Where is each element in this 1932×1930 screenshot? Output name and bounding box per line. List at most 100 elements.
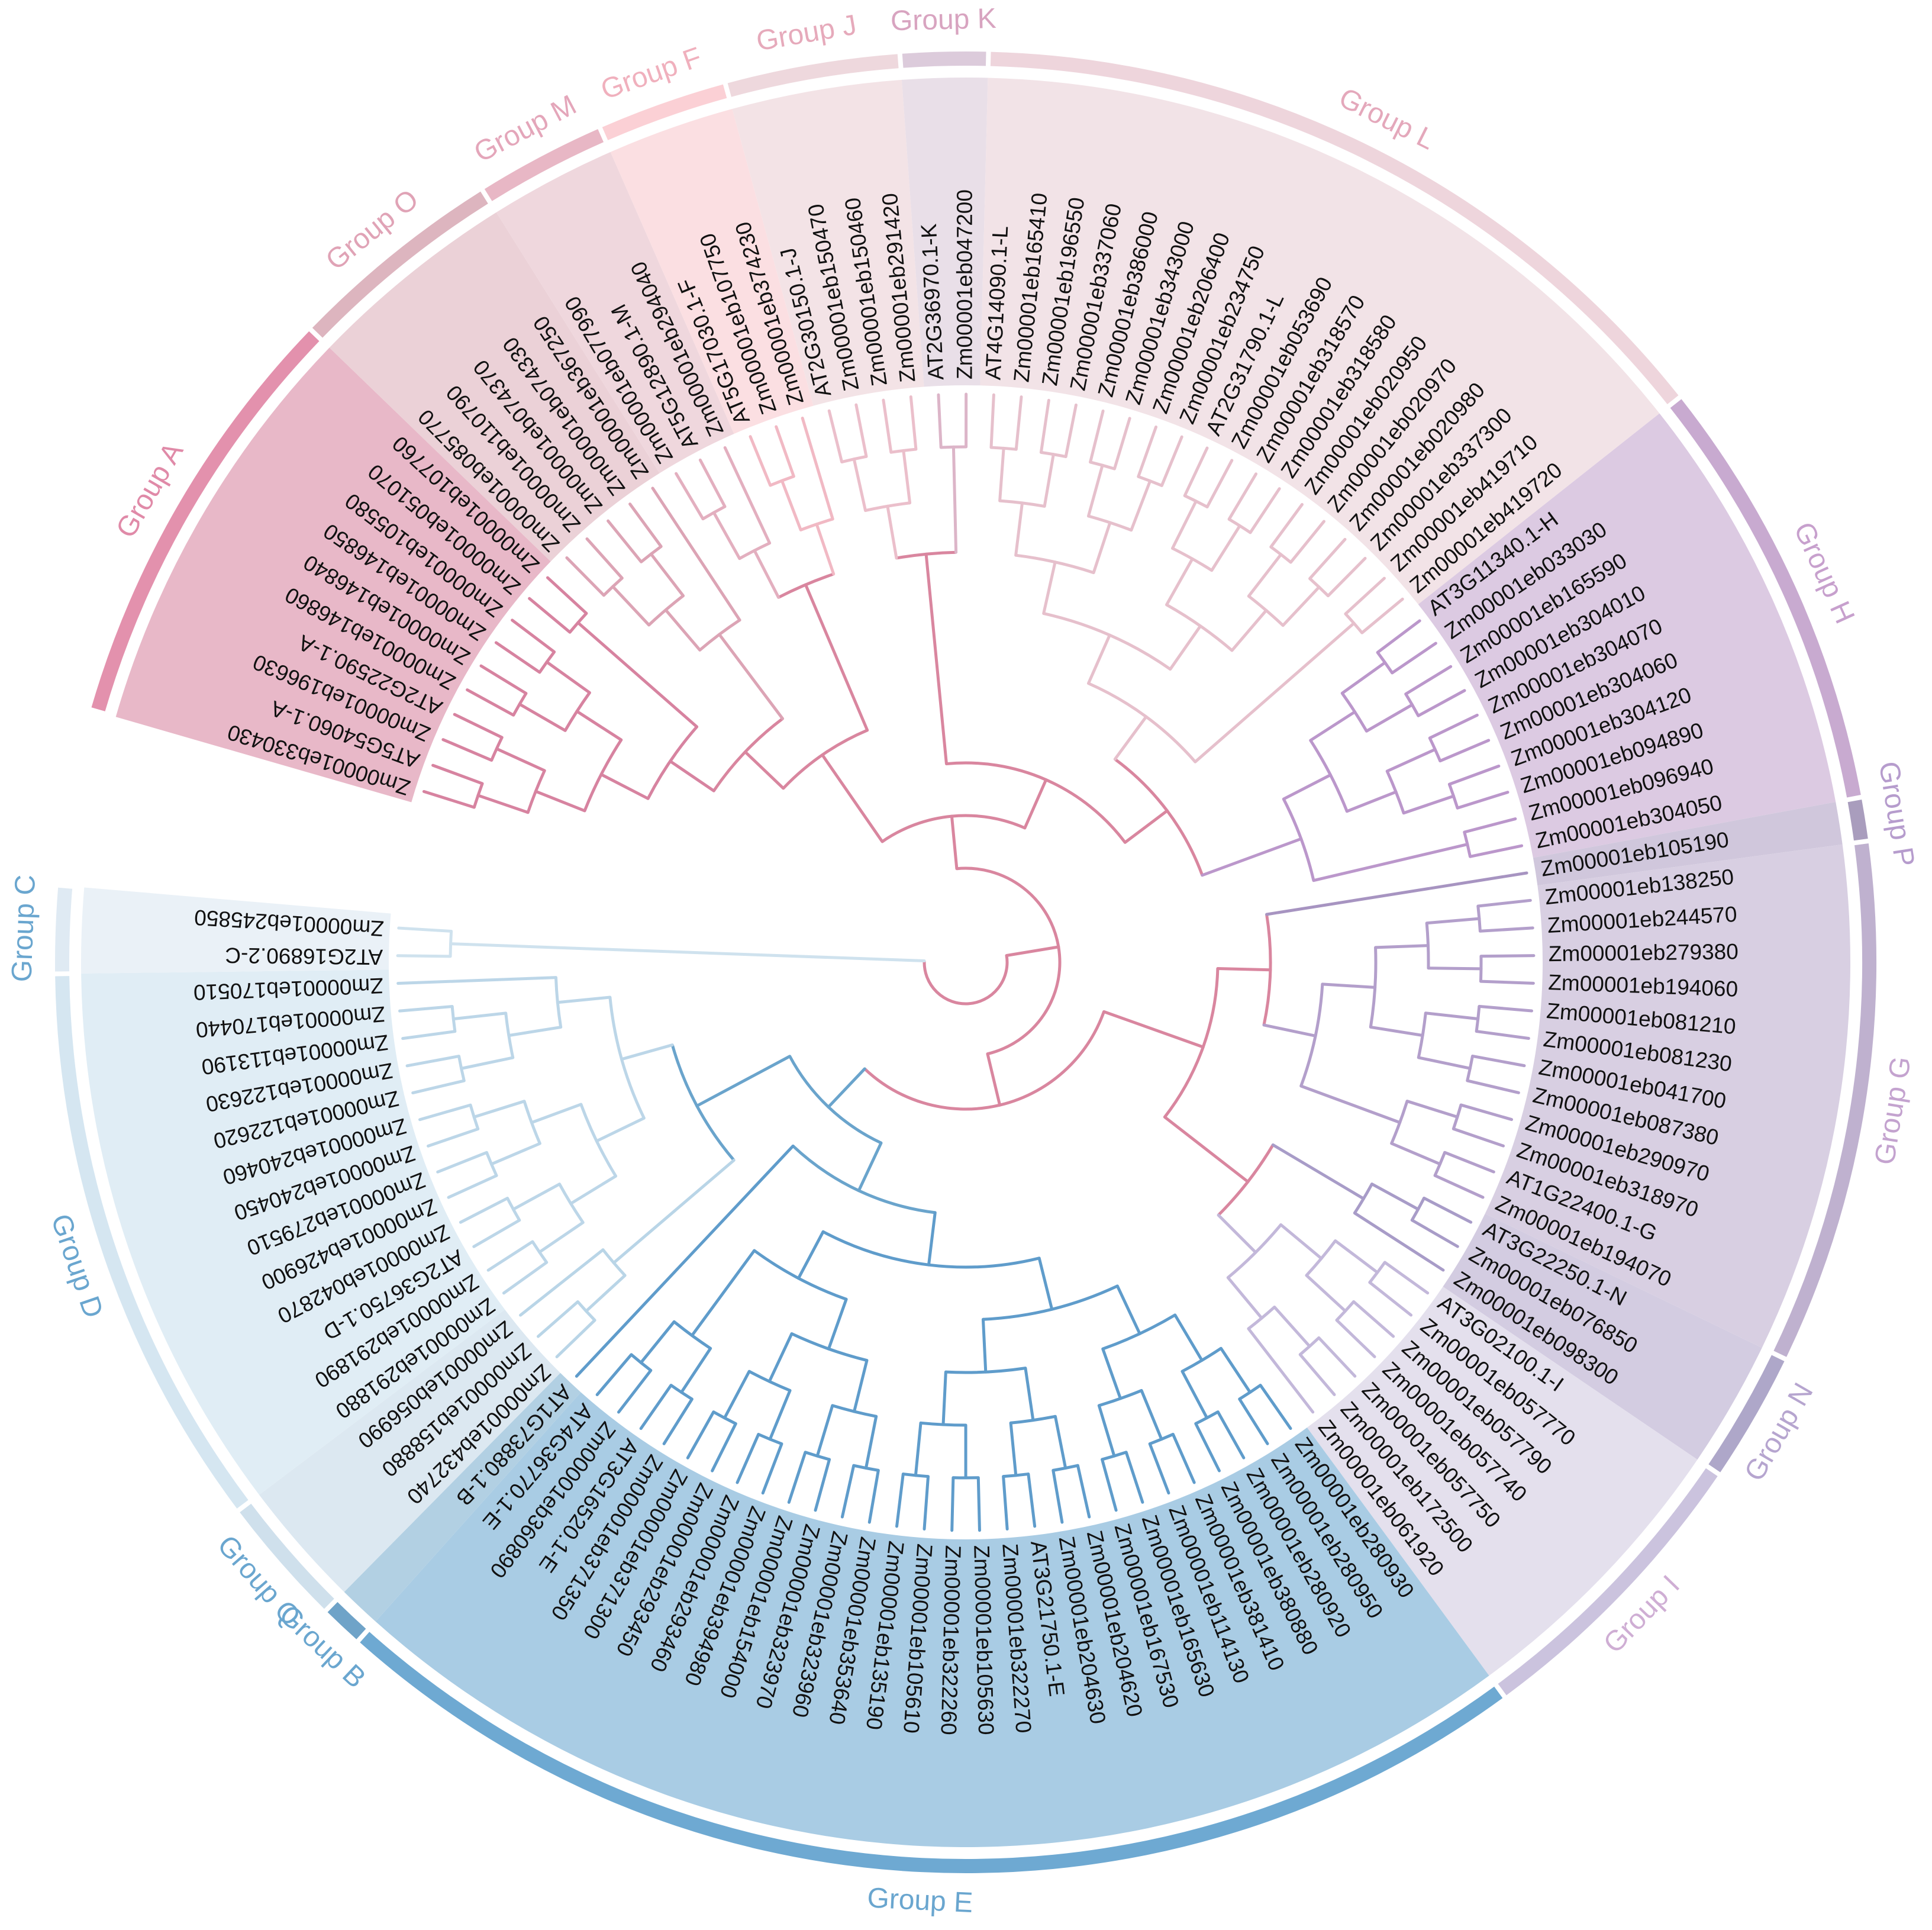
group-ring xyxy=(902,51,986,68)
group-background xyxy=(375,1392,1489,1847)
branch xyxy=(1183,446,1209,498)
branch xyxy=(1279,1223,1323,1260)
branch xyxy=(1305,1274,1347,1313)
branch xyxy=(1124,1451,1144,1504)
group-ring xyxy=(1847,799,1868,841)
branch-arc xyxy=(881,814,1025,843)
branch-arc xyxy=(863,1011,1105,1111)
branch xyxy=(575,710,623,742)
group-background xyxy=(81,969,505,1495)
group-ring xyxy=(727,54,899,97)
group-backgrounds xyxy=(81,78,1850,1847)
branch xyxy=(436,1151,488,1174)
branch-arc xyxy=(608,997,646,1119)
branch-arc xyxy=(1282,798,1315,881)
leaf-labels: Zm00001eb330430AT5G54060.1-AZm00001eb196… xyxy=(193,189,1739,1735)
branch xyxy=(1271,1143,1365,1200)
branch xyxy=(1205,459,1234,509)
branch xyxy=(1352,1300,1395,1338)
branch-arc xyxy=(670,1384,693,1401)
branch xyxy=(753,549,780,599)
group-background xyxy=(901,78,988,387)
branch-arc xyxy=(1102,1313,1176,1351)
branch xyxy=(1370,1183,1420,1211)
branch xyxy=(801,416,834,521)
group-background xyxy=(81,887,391,974)
branch xyxy=(1478,926,1534,933)
branch xyxy=(1456,791,1510,810)
branch xyxy=(639,1320,676,1364)
branch xyxy=(857,1141,883,1193)
branch xyxy=(1148,1442,1170,1495)
branch xyxy=(1076,1464,1091,1519)
group-background xyxy=(980,78,1660,605)
branch xyxy=(1447,764,1501,786)
branch-arc xyxy=(670,1044,736,1161)
branch-arc xyxy=(1262,914,1272,1026)
branch xyxy=(1194,1422,1221,1473)
branch xyxy=(941,1370,947,1426)
branch-arc xyxy=(699,618,741,652)
branch xyxy=(1005,945,1060,958)
branch xyxy=(1317,1336,1357,1378)
branch xyxy=(1376,619,1421,654)
branch xyxy=(607,519,643,563)
branch xyxy=(1247,553,1283,598)
branch xyxy=(1326,556,1367,598)
group-ring xyxy=(312,191,488,338)
branch xyxy=(1101,1458,1118,1512)
branch xyxy=(1391,642,1437,675)
branch xyxy=(1459,1103,1514,1122)
group-label: Group C xyxy=(6,874,41,982)
branch xyxy=(1086,463,1104,518)
branch xyxy=(827,1297,848,1351)
branch xyxy=(1345,790,1398,813)
branch xyxy=(1368,1281,1413,1317)
branch xyxy=(546,576,588,615)
group-ring xyxy=(990,51,1679,404)
branch xyxy=(1023,778,1048,830)
branch xyxy=(651,486,741,622)
branch xyxy=(1165,557,1194,607)
branch xyxy=(664,608,702,652)
branch xyxy=(998,446,1005,502)
group-ring xyxy=(55,887,73,972)
branch xyxy=(814,1458,831,1512)
branch xyxy=(1226,1276,1263,1320)
branch-arc xyxy=(1247,1306,1276,1330)
branch xyxy=(447,1174,498,1199)
branch xyxy=(441,738,494,762)
branch xyxy=(534,790,586,813)
branch xyxy=(1334,1239,1379,1274)
branch-arc xyxy=(449,931,453,956)
group-ring xyxy=(240,1503,334,1609)
branch-arc xyxy=(712,717,784,792)
branch-arc xyxy=(946,1367,1026,1374)
branch xyxy=(815,523,836,576)
branch xyxy=(1027,1473,1037,1528)
branch-arc xyxy=(1270,546,1292,564)
branch xyxy=(1052,1468,1064,1524)
branch-arc xyxy=(738,542,770,560)
branch xyxy=(545,660,591,694)
branch xyxy=(1269,502,1304,549)
branch xyxy=(1009,1421,1018,1477)
branch xyxy=(867,1468,880,1524)
branch-arc xyxy=(702,505,726,520)
branch xyxy=(1216,1410,1246,1459)
branch xyxy=(490,1142,541,1166)
branch xyxy=(815,1404,834,1458)
branch-arc xyxy=(956,866,1062,1056)
branch xyxy=(494,641,541,674)
branch xyxy=(1140,1388,1163,1441)
branch xyxy=(486,1240,534,1272)
branch xyxy=(1405,1100,1459,1119)
branch-arc xyxy=(1181,1347,1222,1373)
branch-arc xyxy=(782,729,868,790)
branch xyxy=(767,1332,794,1383)
branch xyxy=(736,1432,760,1484)
branch xyxy=(1299,1084,1402,1125)
branch xyxy=(1173,1313,1204,1362)
branch xyxy=(698,458,727,508)
